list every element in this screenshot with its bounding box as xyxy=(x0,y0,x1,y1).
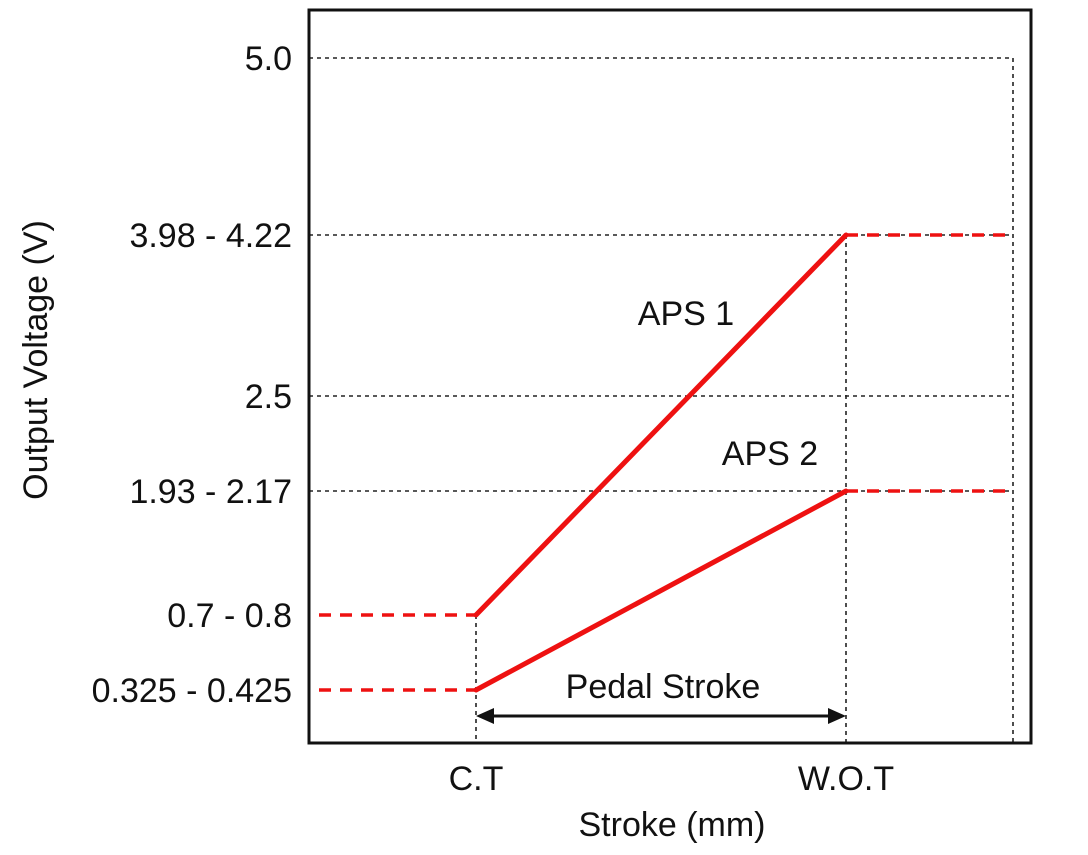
y-axis-title: Output Voltage (V) xyxy=(17,220,55,500)
y-tick-labels: 0.325 - 0.425 0.7 - 0.8 1.93 - 2.17 2.5 3.98… xyxy=(92,40,292,710)
grid-lines xyxy=(309,57,1014,743)
x-tick-labels: C.T W.O.T xyxy=(449,760,895,798)
arrow-head-left xyxy=(476,708,494,724)
annotations: Pedal Stroke xyxy=(476,668,846,724)
series-1-label: APS 1 xyxy=(638,295,734,333)
series-1-ramp xyxy=(473,232,849,618)
x-tick-label-0: C.T xyxy=(449,760,504,798)
y-tick-label-5: 5.0 xyxy=(245,40,292,78)
series-2-ramp xyxy=(473,488,849,693)
pedal-stroke-label: Pedal Stroke xyxy=(566,668,761,706)
y-tick-label-4: 3.98 - 4.22 xyxy=(129,217,292,255)
y-tick-label-2: 1.93 - 2.17 xyxy=(129,473,292,511)
y-tick-label-3: 2.5 xyxy=(245,378,292,416)
plot-area-frame xyxy=(307,8,1033,745)
series-lines: APS 1 APS 2 xyxy=(319,232,1013,693)
series-2-label: APS 2 xyxy=(722,435,818,473)
x-tick-label-1: W.O.T xyxy=(798,760,894,798)
arrow-head-right xyxy=(828,708,846,724)
y-tick-label-1: 0.7 - 0.8 xyxy=(167,597,292,635)
x-axis-title: Stroke (mm) xyxy=(579,806,766,844)
y-tick-label-0: 0.325 - 0.425 xyxy=(92,672,292,710)
